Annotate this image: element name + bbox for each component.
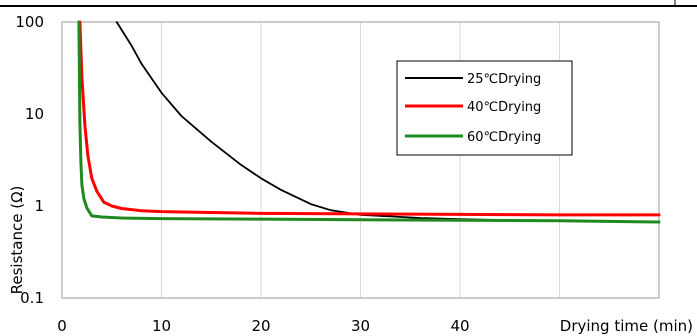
series-lines — [77, 20, 661, 224]
tick-labels: 0 10 20 30 40 0.1 1 10 100 — [15, 13, 469, 335]
series-line-2 — [77, 20, 661, 224]
y-tick-label: 10 — [25, 105, 44, 123]
legend-label-25c: 25℃Drying — [467, 72, 541, 87]
y-tick-label: 1 — [34, 197, 44, 215]
x-tick-label: 30 — [351, 317, 370, 335]
series-line-1 — [78, 20, 661, 217]
legend-label-40c: 40℃Drying — [467, 100, 541, 115]
legend-box — [396, 60, 573, 156]
legend: 25℃Drying 40℃Drying 60℃Drying — [396, 60, 573, 156]
legend-label-60c: 60℃Drying — [467, 130, 541, 145]
x-tick-label: 40 — [450, 317, 469, 335]
series-line-0 — [115, 21, 660, 223]
plot-area-frame — [61, 21, 660, 299]
y-tick-label: 100 — [15, 13, 44, 31]
y-axis-label: Resistance (Ω) — [8, 186, 26, 295]
x-tick-label: 0 — [57, 317, 67, 335]
x-axis-label: Drying time (min) — [560, 317, 693, 335]
y-tick-label: 0.1 — [20, 289, 44, 307]
x-tick-label: 10 — [152, 317, 171, 335]
x-tick-label: 20 — [251, 317, 270, 335]
